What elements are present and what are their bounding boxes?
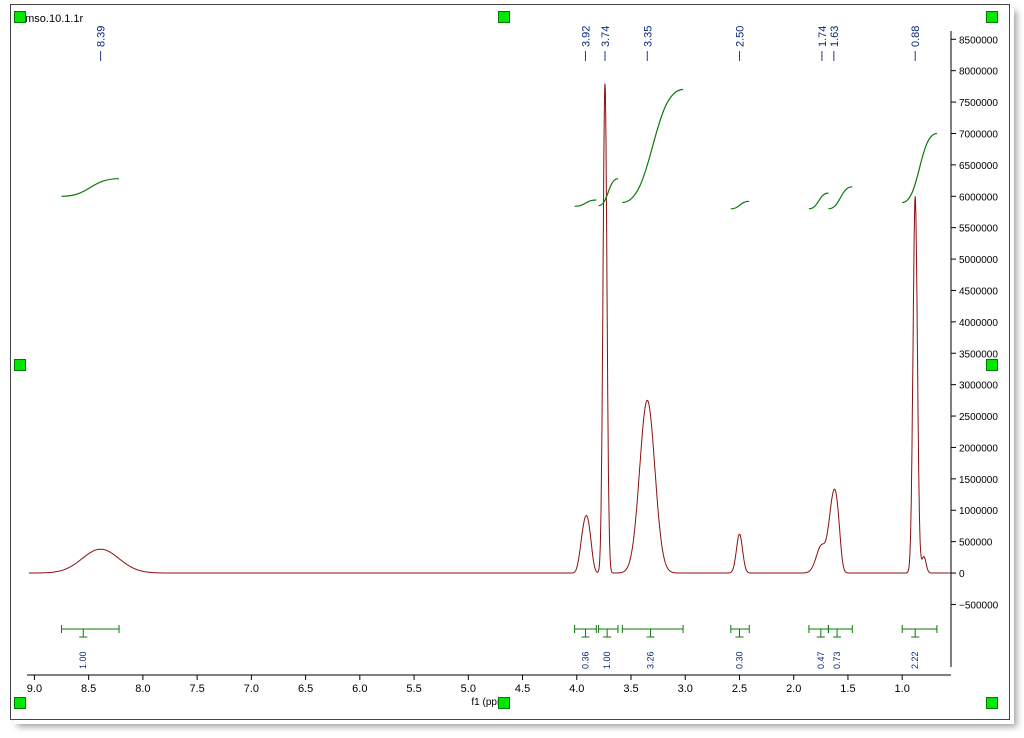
svg-text:8500000: 8500000 [959, 35, 998, 46]
svg-text:8.0: 8.0 [135, 683, 150, 695]
svg-text:6.0: 6.0 [352, 683, 367, 695]
svg-text:0.73: 0.73 [832, 651, 842, 669]
svg-text:1.00: 1.00 [602, 651, 612, 669]
svg-text:500000: 500000 [959, 538, 993, 549]
svg-text:7.0: 7.0 [244, 683, 259, 695]
svg-text:6500000: 6500000 [959, 161, 998, 172]
svg-text:1.63: 1.63 [829, 26, 841, 47]
selection-handle[interactable] [498, 697, 510, 709]
svg-text:5.5: 5.5 [406, 683, 421, 695]
svg-text:6000000: 6000000 [959, 192, 998, 203]
svg-text:5000000: 5000000 [959, 255, 998, 266]
svg-text:1.00: 1.00 [78, 651, 88, 669]
nmr-app-canvas: { "meta": { "sample_label": "dmso.10.1.1… [0, 0, 1024, 738]
selection-handle[interactable] [498, 11, 510, 23]
svg-text:2.5: 2.5 [732, 683, 747, 695]
svg-text:0.88: 0.88 [910, 26, 922, 47]
svg-text:2.50: 2.50 [734, 26, 746, 47]
selection-handle[interactable] [14, 11, 26, 23]
svg-text:3.92: 3.92 [580, 26, 592, 47]
svg-text:3.0: 3.0 [678, 683, 693, 695]
svg-text:3.26: 3.26 [646, 651, 656, 669]
svg-text:5500000: 5500000 [959, 224, 998, 235]
svg-text:0: 0 [959, 569, 965, 580]
svg-text:3.74: 3.74 [600, 26, 612, 47]
selection-handle[interactable] [986, 359, 998, 371]
svg-text:4500000: 4500000 [959, 286, 998, 297]
svg-text:1.5: 1.5 [840, 683, 855, 695]
svg-text:2500000: 2500000 [959, 412, 998, 423]
svg-text:8000000: 8000000 [959, 67, 998, 78]
svg-text:6.5: 6.5 [298, 683, 313, 695]
plot-frame: dmso.10.1.1r −50000005000001000000150000… [10, 4, 1010, 720]
svg-text:1.0: 1.0 [895, 683, 910, 695]
svg-text:3.5: 3.5 [623, 683, 638, 695]
svg-text:−500000: −500000 [959, 600, 999, 611]
svg-text:7000000: 7000000 [959, 129, 998, 140]
svg-text:1500000: 1500000 [959, 475, 998, 486]
svg-text:2.22: 2.22 [910, 651, 920, 669]
svg-text:4.5: 4.5 [515, 683, 530, 695]
svg-text:0.36: 0.36 [580, 651, 590, 669]
svg-text:2000000: 2000000 [959, 443, 998, 454]
selection-handle[interactable] [14, 359, 26, 371]
svg-text:5.0: 5.0 [461, 683, 476, 695]
selection-handle[interactable] [986, 697, 998, 709]
svg-text:7.5: 7.5 [189, 683, 204, 695]
svg-text:4.0: 4.0 [569, 683, 584, 695]
svg-text:1.74: 1.74 [817, 26, 829, 47]
svg-text:3.35: 3.35 [642, 26, 654, 47]
selection-handle[interactable] [986, 11, 998, 23]
svg-text:3000000: 3000000 [959, 381, 998, 392]
svg-text:9.0: 9.0 [27, 683, 42, 695]
svg-text:8.5: 8.5 [81, 683, 96, 695]
svg-text:0.30: 0.30 [734, 651, 744, 669]
svg-text:2.0: 2.0 [786, 683, 801, 695]
svg-text:7500000: 7500000 [959, 98, 998, 109]
selection-handle[interactable] [14, 697, 26, 709]
nmr-spectrum-plot: −500000 0 500000 1000000 1500000 2000000 25000… [11, 5, 1011, 721]
svg-text:0.47: 0.47 [816, 651, 826, 669]
svg-text:4000000: 4000000 [959, 318, 998, 329]
svg-text:1000000: 1000000 [959, 506, 998, 517]
svg-text:8.39: 8.39 [96, 26, 108, 47]
